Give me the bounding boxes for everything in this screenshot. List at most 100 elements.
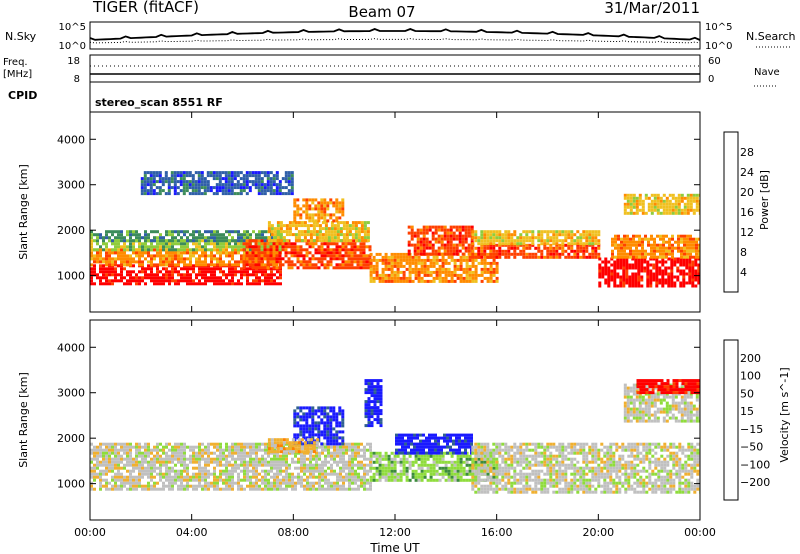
heatmap-cell xyxy=(233,174,237,178)
heatmap-cell xyxy=(351,227,355,231)
heatmap-cell xyxy=(576,243,580,247)
heatmap-cell xyxy=(323,248,327,252)
heatmap-cell xyxy=(309,239,313,243)
heatmap-cell xyxy=(320,213,324,217)
heatmap-cell xyxy=(212,192,216,196)
heatmap-cell xyxy=(525,233,529,237)
heatmap-cell xyxy=(231,267,234,271)
heatmap-cell xyxy=(321,463,324,467)
heatmap-cell xyxy=(201,451,204,455)
heatmap-cell xyxy=(661,269,665,273)
heatmap-cell xyxy=(150,248,153,252)
heatmap-cell xyxy=(640,257,644,261)
heatmap-cell xyxy=(231,475,234,479)
heatmap-cell xyxy=(691,281,695,285)
heatmap-cell xyxy=(248,257,252,261)
heatmap-cell xyxy=(570,236,574,240)
heatmap-cell xyxy=(144,270,147,274)
heatmap-cell xyxy=(141,236,144,240)
heatmap-cell xyxy=(216,242,219,246)
heatmap-cell xyxy=(152,174,156,178)
heatmap-cell xyxy=(625,281,629,285)
heatmap-cell xyxy=(405,466,409,470)
heatmap-cell xyxy=(260,263,264,267)
heatmap-cell xyxy=(501,252,505,256)
heatmap-cell xyxy=(522,246,526,250)
heatmap-cell xyxy=(449,237,453,241)
heatmap-cell xyxy=(162,451,165,455)
heatmap-cell xyxy=(192,451,195,455)
heatmap-cell xyxy=(567,230,571,234)
heatmap-cell xyxy=(314,266,318,270)
heatmap-cell xyxy=(123,276,126,280)
heatmap-cell xyxy=(269,171,273,175)
heatmap-cell xyxy=(465,469,469,473)
heatmap-cell xyxy=(646,278,650,282)
heatmap-cell xyxy=(261,481,264,485)
heatmap-cell xyxy=(464,237,468,241)
heatmap-cell xyxy=(336,487,339,491)
heatmap-cell xyxy=(465,273,469,277)
heatmap-cell xyxy=(225,475,228,479)
heatmap-cell xyxy=(419,246,423,250)
heatmap-cell xyxy=(123,442,126,446)
heatmap-cell xyxy=(114,442,117,446)
heatmap-cell xyxy=(207,481,210,485)
heatmap-cell xyxy=(120,270,123,274)
heatmap-cell xyxy=(114,270,117,274)
heatmap-cell xyxy=(354,481,357,485)
heatmap-cell xyxy=(159,270,162,274)
heatmap-cell xyxy=(311,201,315,205)
heatmap-cell xyxy=(417,261,421,265)
heatmap-cell xyxy=(411,460,415,464)
heatmap-cell xyxy=(318,481,321,485)
heatmap-cell xyxy=(408,463,412,467)
heatmap-cell xyxy=(423,264,427,268)
heatmap-cell xyxy=(210,239,213,243)
heatmap-cell xyxy=(697,272,700,276)
heatmap-cell xyxy=(284,177,288,181)
heatmap-cell xyxy=(102,478,105,482)
heatmap-cell xyxy=(165,263,168,267)
heatmap-cell xyxy=(254,186,258,190)
heatmap-cell xyxy=(219,445,222,449)
heatmap-cell xyxy=(147,239,150,243)
heatmap-cell xyxy=(311,207,315,211)
heatmap-cell xyxy=(353,245,357,249)
heatmap-cell xyxy=(381,255,385,259)
heatmap-cell xyxy=(204,248,207,252)
heatmap-cell xyxy=(248,254,252,258)
heatmap-cell xyxy=(324,224,328,228)
heatmap-cell xyxy=(252,466,255,470)
heatmap-cell xyxy=(321,484,324,488)
heatmap-cell xyxy=(462,472,466,476)
heatmap-cell xyxy=(252,282,255,286)
heatmap-cell xyxy=(210,263,213,267)
heatmap-cell xyxy=(309,475,312,479)
heatmap-cell xyxy=(120,460,123,464)
heatmap-cell xyxy=(213,263,216,267)
heatmap-cell xyxy=(225,254,228,258)
heatmap-cell xyxy=(218,171,222,175)
heatmap-cell xyxy=(375,466,379,470)
heatmap-cell xyxy=(282,239,286,243)
heatmap-cell xyxy=(108,487,111,491)
heatmap-cell xyxy=(375,258,379,262)
heatmap-cell xyxy=(204,457,207,461)
heatmap-cell xyxy=(318,487,321,491)
heatmap-cell xyxy=(162,245,165,249)
heatmap-cell xyxy=(579,243,583,247)
heatmap-cell xyxy=(637,284,641,288)
heatmap-cell xyxy=(519,249,523,253)
heatmap-cell xyxy=(347,266,351,270)
heatmap-cell xyxy=(249,248,252,252)
heatmap-cell xyxy=(201,442,204,446)
heatmap-cell xyxy=(348,478,351,482)
heatmap-cell xyxy=(662,208,666,212)
heatmap-cell xyxy=(613,266,617,270)
heatmap-cell xyxy=(378,472,382,476)
heatmap-cell xyxy=(564,249,568,253)
heatmap-cell xyxy=(237,239,240,243)
heatmap-cell xyxy=(468,279,472,283)
heatmap-cell xyxy=(198,448,201,452)
